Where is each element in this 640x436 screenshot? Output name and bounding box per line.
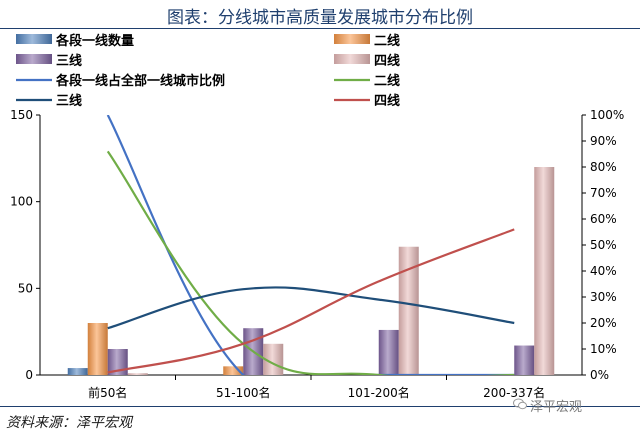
legend-swatch: [334, 34, 370, 44]
right-axis-tick-label: 70%: [590, 186, 617, 200]
right-axis-tick-label: 0%: [590, 368, 609, 382]
bar: [534, 167, 555, 375]
bar: [398, 246, 419, 375]
legend-swatch: [16, 54, 52, 64]
bar: [378, 329, 399, 375]
series-line: [106, 115, 515, 375]
right-axis-tick-label: 30%: [590, 290, 617, 304]
left-axis-tick-label: 150: [10, 108, 33, 122]
title-divider: [0, 28, 640, 29]
source-divider: [0, 406, 640, 407]
bar: [67, 368, 88, 375]
lines: [106, 115, 515, 375]
right-axis-tick-label: 50%: [590, 238, 617, 252]
right-axis-tick-label: 80%: [590, 160, 617, 174]
bar: [514, 345, 535, 375]
series-line: [107, 228, 515, 374]
legend-swatch: [16, 34, 52, 44]
right-axis-tick-label: 100%: [590, 108, 624, 122]
x-axis-tick-label: 51-100名: [216, 385, 271, 400]
left-axis-tick-label: 0: [25, 368, 33, 382]
bars: [67, 167, 555, 375]
x-axis-tick-label: 前50名: [88, 385, 127, 400]
bar: [107, 349, 128, 375]
right-axis-tick-label: 20%: [590, 316, 617, 330]
legend-swatch: [334, 54, 370, 64]
bar: [127, 373, 148, 375]
x-axis-tick-label: 200-337名: [483, 385, 545, 400]
chart-title: 图表：分线城市高质量发展城市分布比例: [167, 8, 473, 28]
legend-label: 四线: [374, 93, 400, 109]
legend-label: 各段一线数量: [55, 33, 134, 49]
legend-label: 三线: [56, 53, 82, 69]
right-axis-tick-label: 40%: [590, 264, 617, 278]
right-axis-tick-label: 60%: [590, 212, 617, 226]
legend-label: 二线: [374, 73, 400, 89]
legend-label: 各段一线占全部一线城市比例: [55, 73, 225, 89]
left-axis-tick-label: 50: [18, 281, 33, 295]
right-axis-tick-label: 10%: [590, 342, 617, 356]
bar: [223, 366, 244, 375]
wechat-icon: [513, 398, 527, 410]
watermark: 泽平宏观: [530, 400, 583, 415]
legend-label: 三线: [56, 93, 82, 109]
series-line: [106, 150, 515, 375]
bar: [87, 323, 108, 375]
series-line: [107, 286, 515, 330]
legend-label: 四线: [374, 53, 400, 69]
legend-label: 二线: [374, 33, 400, 49]
source-note: 资料来源：泽平宏观: [6, 415, 132, 431]
right-axis-tick-label: 90%: [590, 134, 617, 148]
axes: 0 50 100 150 0% 10% 20% 30% 40% 50% 60% 70% 80% 90% 10…: [10, 108, 624, 400]
x-axis-tick-label: 101-200名: [348, 385, 410, 400]
left-axis-tick-label: 100: [10, 195, 33, 209]
